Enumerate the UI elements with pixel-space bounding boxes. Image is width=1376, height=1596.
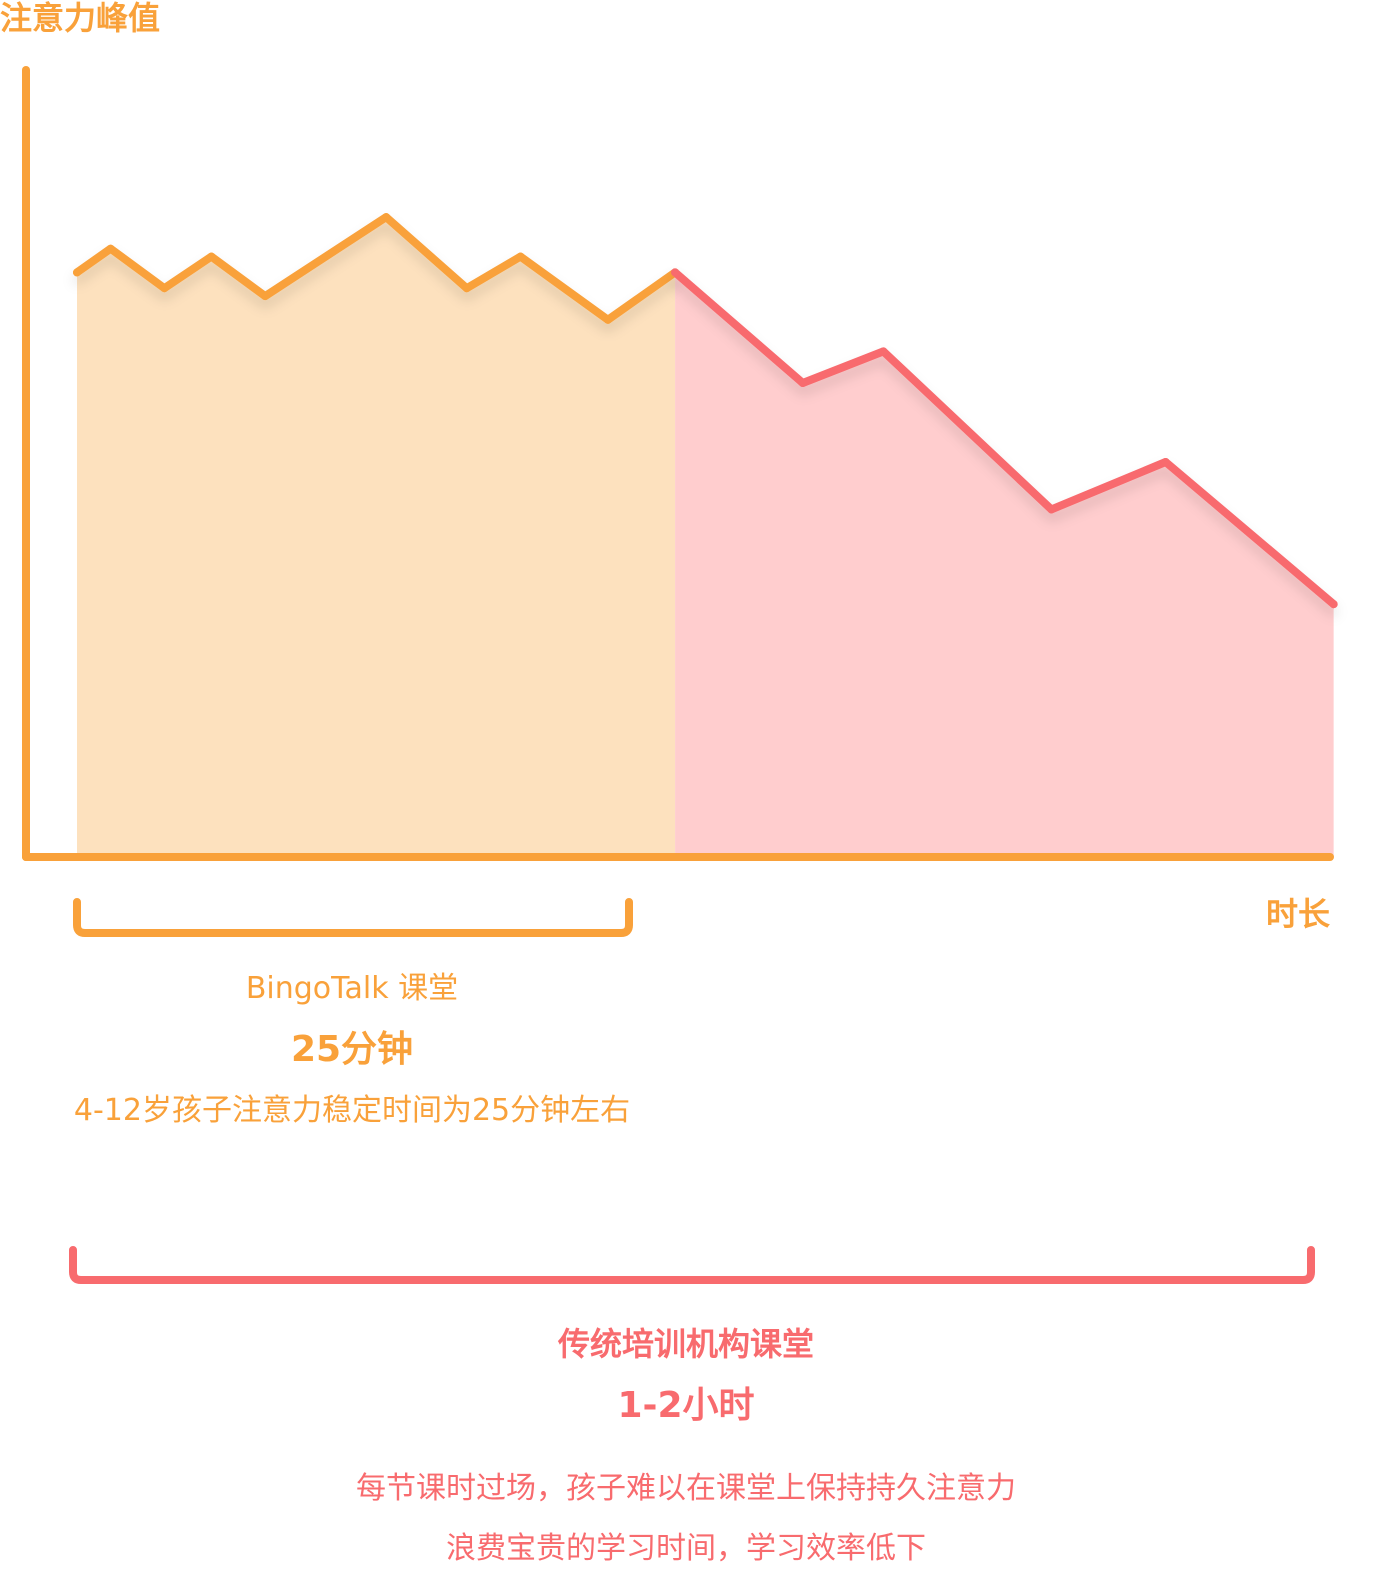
- series-area-0: [77, 217, 676, 858]
- series-line-0: [73, 213, 680, 324]
- series-1-point-4: [1161, 458, 1170, 466]
- series-0-point-0: [73, 268, 81, 277]
- series-1-point-2: [879, 347, 888, 356]
- traditional-bracket: [69, 1246, 1315, 1284]
- series-0-point-3: [207, 252, 216, 261]
- series-1-point-3: [1047, 505, 1056, 514]
- traditional-note-line1: 每节课时过场，孩子难以在课堂上保持持久注意力: [356, 1471, 1016, 1506]
- series-1-point-0: [671, 268, 680, 277]
- series-0-point-6: [462, 284, 471, 293]
- series-1-point-1: [798, 379, 807, 387]
- series-1-point-5: [1329, 600, 1338, 609]
- traditional-note-line2: 浪费宝贵的学习时间，学习效率低下: [446, 1531, 926, 1566]
- x-axis-label: 时长: [1265, 895, 1330, 933]
- series-area-1: [675, 272, 1334, 857]
- series-0-point-2: [160, 284, 169, 293]
- series-0-point-7: [516, 252, 525, 261]
- bingotalk-title: BingoTalk 课堂: [245, 971, 459, 1006]
- series-0-point-1: [106, 244, 115, 253]
- traditional-duration: 1-2小时: [617, 1385, 755, 1426]
- series-0-point-4: [261, 292, 270, 301]
- y-axis-label: 注意力峰值: [0, 0, 161, 37]
- series-0-point-5: [382, 213, 391, 222]
- bingotalk-note: 4-12岁孩子注意力稳定时间为25分钟左右: [73, 1093, 631, 1128]
- series-0-point-8: [603, 315, 612, 324]
- bingotalk-duration: 25分钟: [290, 1029, 414, 1070]
- series-line-1: [671, 268, 1338, 609]
- bingotalk-bracket: [73, 898, 633, 937]
- traditional-title: 传统培训机构课堂: [557, 1325, 815, 1363]
